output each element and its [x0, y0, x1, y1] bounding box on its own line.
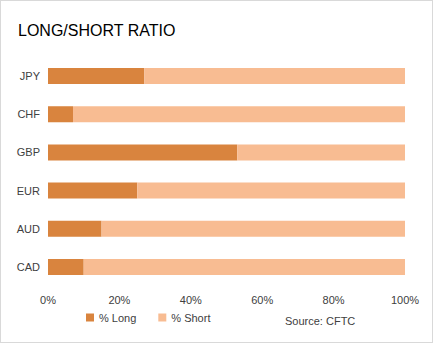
svg-text:Source: CFTC: Source: CFTC [285, 315, 355, 327]
svg-text:CAD: CAD [17, 261, 40, 273]
svg-text:80%: 80% [323, 294, 345, 306]
svg-text:JPY: JPY [20, 70, 41, 82]
svg-text:0%: 0% [40, 294, 56, 306]
svg-text:20%: 20% [108, 294, 130, 306]
svg-text:GBP: GBP [17, 146, 40, 158]
svg-text:EUR: EUR [17, 185, 40, 197]
svg-text:% Long: % Long [99, 312, 136, 324]
svg-text:40%: 40% [180, 294, 202, 306]
svg-text:LONG/SHORT RATIO: LONG/SHORT RATIO [18, 22, 175, 39]
svg-text:% Short: % Short [171, 312, 210, 324]
svg-text:100%: 100% [391, 294, 419, 306]
svg-text:60%: 60% [251, 294, 273, 306]
svg-text:CHF: CHF [17, 108, 40, 120]
svg-text:AUD: AUD [17, 223, 40, 235]
